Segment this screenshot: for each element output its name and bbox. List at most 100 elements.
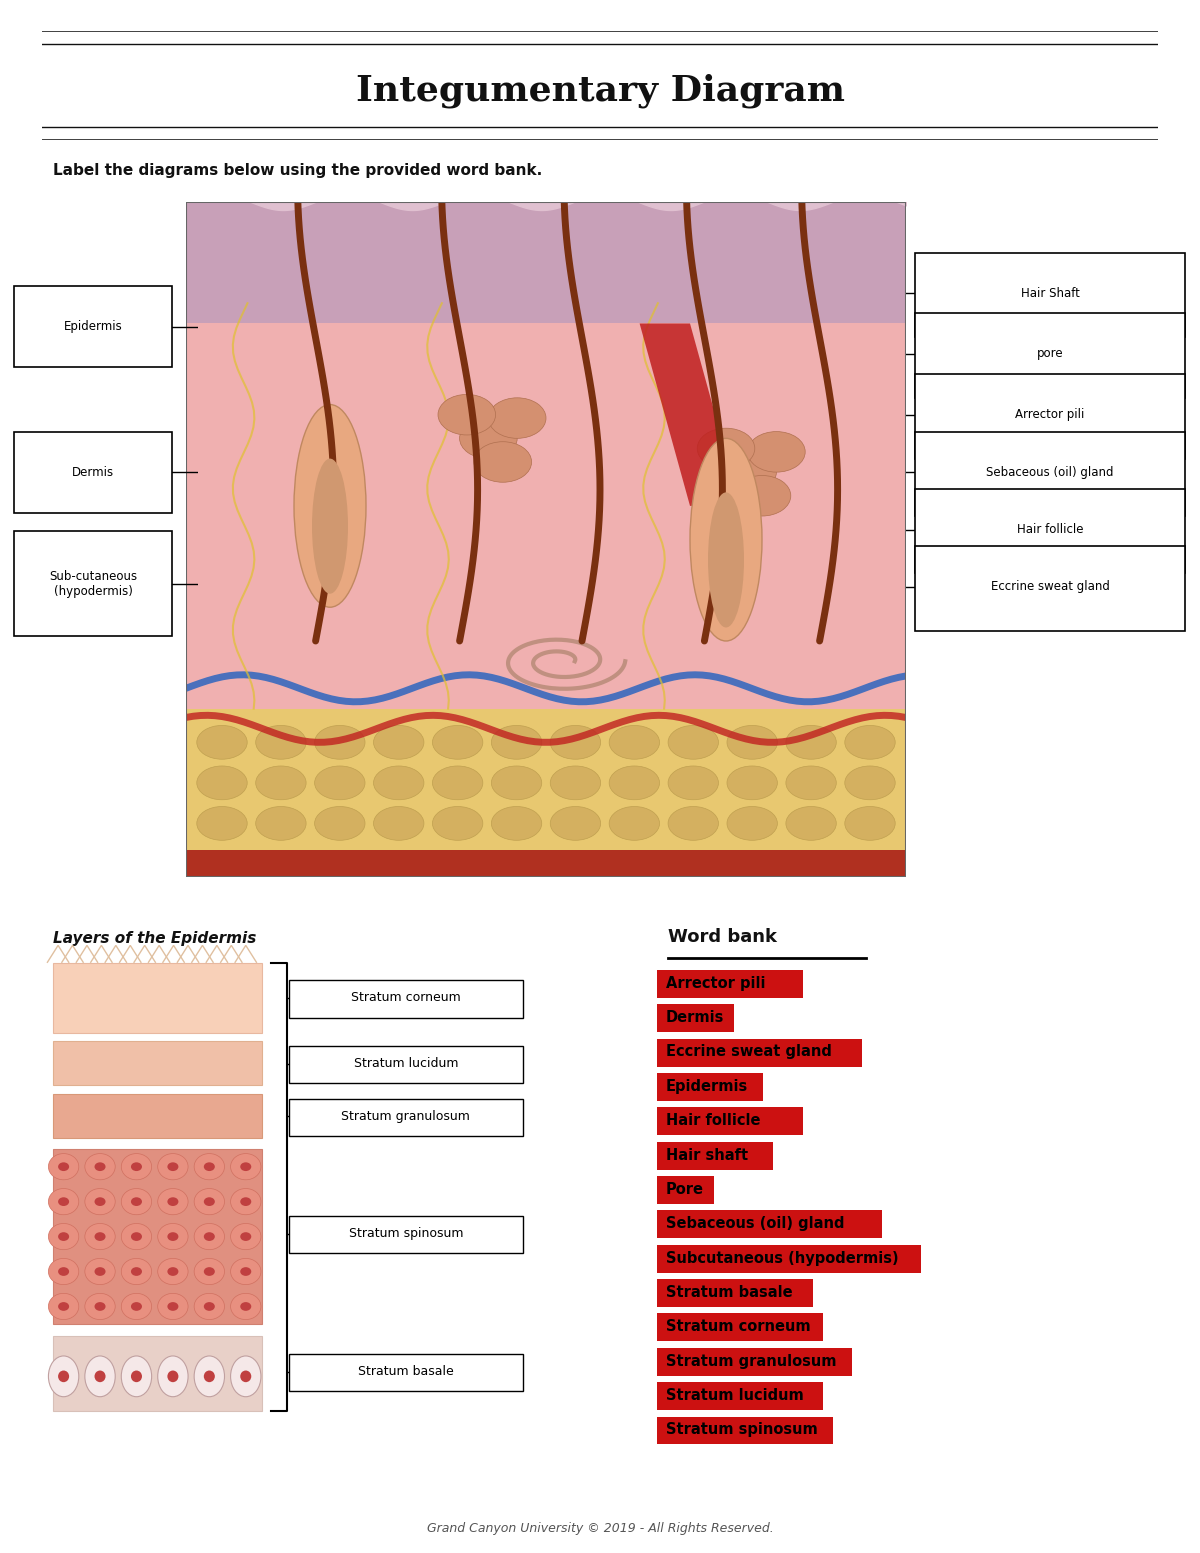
Ellipse shape: [48, 1294, 79, 1320]
Ellipse shape: [491, 766, 541, 800]
Ellipse shape: [58, 1301, 70, 1311]
Ellipse shape: [312, 458, 348, 593]
Ellipse shape: [314, 766, 365, 800]
Text: Label the diagrams below using the provided word bank.: Label the diagrams below using the provi…: [53, 163, 542, 179]
Ellipse shape: [230, 1356, 260, 1396]
FancyBboxPatch shape: [914, 489, 1186, 573]
Bar: [53, 1336, 263, 1412]
Ellipse shape: [85, 1356, 115, 1396]
Ellipse shape: [85, 1224, 115, 1250]
Ellipse shape: [197, 766, 247, 800]
FancyBboxPatch shape: [656, 1416, 833, 1444]
Ellipse shape: [240, 1267, 251, 1277]
Text: Hair follicle: Hair follicle: [666, 1114, 760, 1127]
FancyBboxPatch shape: [656, 1246, 922, 1273]
FancyBboxPatch shape: [289, 1098, 523, 1135]
Ellipse shape: [240, 1301, 251, 1311]
Text: Word bank: Word bank: [668, 927, 778, 946]
Text: Stratum lucidum: Stratum lucidum: [666, 1388, 803, 1402]
Text: Stratum granulosum: Stratum granulosum: [342, 1109, 470, 1123]
Ellipse shape: [845, 806, 895, 840]
Text: Stratum granulosum: Stratum granulosum: [666, 1354, 836, 1368]
Text: Eccrine sweat gland: Eccrine sweat gland: [666, 1045, 832, 1059]
FancyBboxPatch shape: [289, 980, 523, 1017]
Text: Stratum spinosum: Stratum spinosum: [666, 1423, 817, 1438]
Ellipse shape: [194, 1294, 224, 1320]
Ellipse shape: [194, 1258, 224, 1284]
Ellipse shape: [167, 1162, 179, 1171]
Bar: [186, 851, 906, 877]
Ellipse shape: [58, 1197, 70, 1207]
Ellipse shape: [733, 475, 791, 516]
Text: pore: pore: [1037, 348, 1063, 360]
Text: Epidermis: Epidermis: [64, 320, 122, 334]
Ellipse shape: [204, 1197, 215, 1207]
Ellipse shape: [373, 806, 424, 840]
Ellipse shape: [256, 725, 306, 759]
Ellipse shape: [204, 1232, 215, 1241]
Ellipse shape: [240, 1371, 251, 1382]
Ellipse shape: [204, 1267, 215, 1277]
Ellipse shape: [668, 766, 719, 800]
Text: Hair shaft: Hair shaft: [666, 1148, 748, 1163]
Ellipse shape: [121, 1258, 151, 1284]
FancyBboxPatch shape: [914, 253, 1186, 337]
Ellipse shape: [157, 1294, 188, 1320]
FancyBboxPatch shape: [914, 547, 1186, 631]
Ellipse shape: [786, 766, 836, 800]
Ellipse shape: [157, 1154, 188, 1180]
Ellipse shape: [85, 1188, 115, 1214]
Ellipse shape: [95, 1371, 106, 1382]
Ellipse shape: [727, 806, 778, 840]
Ellipse shape: [551, 806, 601, 840]
Ellipse shape: [727, 766, 778, 800]
Ellipse shape: [845, 725, 895, 759]
Ellipse shape: [230, 1224, 260, 1250]
FancyBboxPatch shape: [914, 432, 1186, 516]
FancyBboxPatch shape: [14, 286, 173, 368]
Ellipse shape: [373, 766, 424, 800]
Ellipse shape: [95, 1197, 106, 1207]
Text: Layers of the Epidermis: Layers of the Epidermis: [53, 930, 256, 946]
Ellipse shape: [197, 806, 247, 840]
Ellipse shape: [786, 725, 836, 759]
Ellipse shape: [194, 1188, 224, 1214]
FancyBboxPatch shape: [914, 374, 1186, 458]
Ellipse shape: [432, 806, 482, 840]
Text: Dermis: Dermis: [72, 466, 114, 478]
Bar: [53, 1093, 263, 1137]
Ellipse shape: [194, 1154, 224, 1180]
Ellipse shape: [786, 806, 836, 840]
Ellipse shape: [230, 1258, 260, 1284]
Ellipse shape: [551, 725, 601, 759]
Ellipse shape: [719, 452, 776, 492]
Ellipse shape: [194, 1224, 224, 1250]
FancyBboxPatch shape: [14, 531, 173, 635]
Text: Integumentary Diagram: Integumentary Diagram: [355, 73, 845, 109]
Ellipse shape: [690, 438, 762, 641]
Ellipse shape: [121, 1294, 151, 1320]
Text: Dermis: Dermis: [666, 1009, 724, 1025]
Bar: [186, 202, 906, 323]
Ellipse shape: [48, 1258, 79, 1284]
Ellipse shape: [131, 1371, 142, 1382]
Ellipse shape: [314, 725, 365, 759]
Ellipse shape: [460, 418, 517, 458]
Ellipse shape: [131, 1197, 142, 1207]
Ellipse shape: [58, 1162, 70, 1171]
Ellipse shape: [488, 398, 546, 438]
FancyBboxPatch shape: [656, 1314, 823, 1342]
Ellipse shape: [294, 405, 366, 607]
Ellipse shape: [167, 1267, 179, 1277]
Ellipse shape: [240, 1232, 251, 1241]
Ellipse shape: [157, 1258, 188, 1284]
Ellipse shape: [48, 1224, 79, 1250]
Ellipse shape: [256, 766, 306, 800]
FancyBboxPatch shape: [656, 969, 803, 999]
Ellipse shape: [668, 806, 719, 840]
FancyBboxPatch shape: [656, 1141, 773, 1169]
Text: Hair follicle: Hair follicle: [1016, 523, 1084, 536]
Ellipse shape: [167, 1371, 179, 1382]
Ellipse shape: [197, 725, 247, 759]
Ellipse shape: [48, 1188, 79, 1214]
